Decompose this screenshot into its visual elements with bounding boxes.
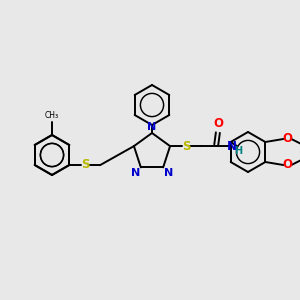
Text: O: O (282, 158, 292, 172)
Text: N: N (130, 168, 140, 178)
Text: H: H (234, 146, 242, 156)
Text: S: S (81, 158, 90, 172)
Text: O: O (282, 133, 292, 146)
Text: N: N (164, 168, 173, 178)
Text: CH₃: CH₃ (45, 111, 59, 120)
Text: S: S (182, 140, 190, 153)
Text: N: N (227, 140, 237, 153)
Text: N: N (147, 122, 157, 132)
Text: O: O (213, 117, 223, 130)
